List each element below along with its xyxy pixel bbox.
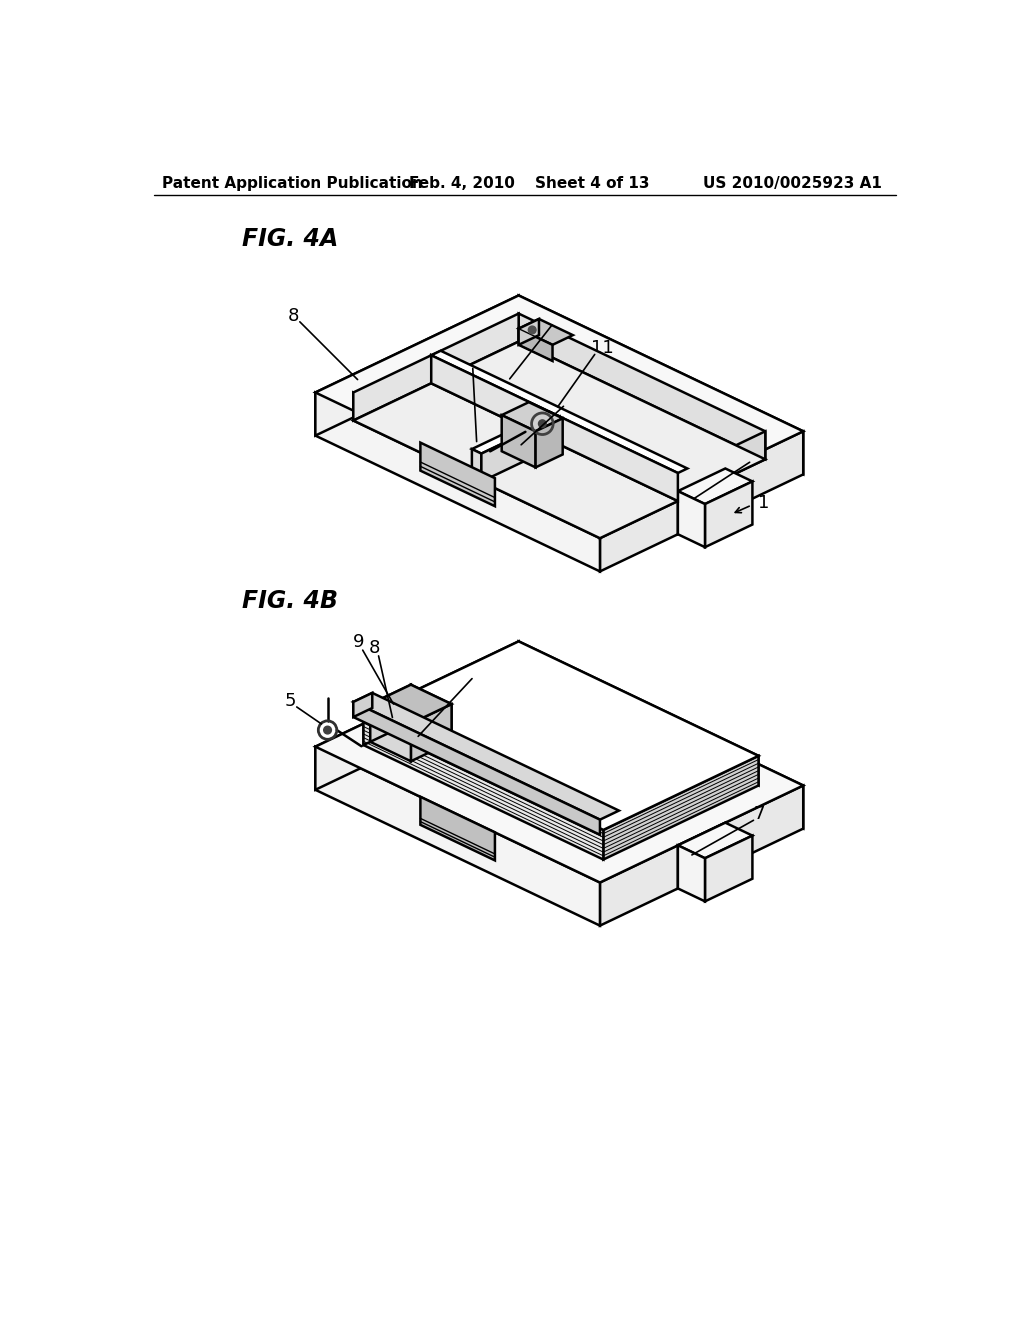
Polygon shape [678, 469, 753, 504]
Polygon shape [353, 702, 600, 834]
Circle shape [324, 726, 332, 734]
Polygon shape [472, 449, 481, 482]
Text: 8: 8 [288, 306, 299, 325]
Polygon shape [411, 685, 452, 742]
Polygon shape [353, 693, 373, 717]
Polygon shape [364, 642, 518, 744]
Polygon shape [315, 747, 600, 925]
Polygon shape [518, 319, 572, 345]
Text: 8: 8 [369, 639, 380, 657]
Polygon shape [353, 342, 765, 539]
Polygon shape [678, 845, 705, 902]
Polygon shape [502, 414, 536, 467]
Polygon shape [431, 355, 678, 502]
Polygon shape [600, 785, 803, 925]
Text: FIG. 4A: FIG. 4A [243, 227, 339, 251]
Polygon shape [536, 418, 562, 467]
Polygon shape [678, 469, 725, 535]
Polygon shape [421, 797, 495, 861]
Polygon shape [705, 482, 753, 548]
Text: Patent Application Publication: Patent Application Publication [162, 176, 423, 190]
Polygon shape [371, 685, 452, 723]
Polygon shape [502, 403, 562, 432]
Text: 11: 11 [591, 339, 613, 358]
Polygon shape [678, 822, 725, 888]
Polygon shape [600, 432, 765, 539]
Text: 9: 9 [500, 376, 512, 395]
Polygon shape [364, 642, 759, 830]
Polygon shape [481, 416, 559, 482]
Polygon shape [353, 392, 600, 539]
Polygon shape [518, 329, 553, 360]
Polygon shape [600, 432, 803, 572]
Text: Feb. 4, 2010: Feb. 4, 2010 [409, 176, 515, 190]
Polygon shape [518, 649, 803, 829]
Text: 7: 7 [754, 805, 765, 824]
Polygon shape [315, 392, 600, 572]
Polygon shape [518, 642, 759, 785]
Polygon shape [431, 355, 678, 502]
Polygon shape [518, 319, 539, 345]
Polygon shape [353, 314, 518, 421]
Text: 46: 46 [560, 391, 583, 409]
Polygon shape [315, 296, 518, 436]
Polygon shape [472, 412, 559, 454]
Circle shape [539, 420, 546, 428]
Polygon shape [353, 693, 618, 820]
Polygon shape [421, 442, 495, 506]
Text: 7: 7 [750, 449, 762, 467]
Polygon shape [518, 314, 765, 459]
Text: 47: 47 [461, 351, 484, 370]
Polygon shape [678, 491, 705, 548]
Text: FIG. 4B: FIG. 4B [243, 589, 338, 614]
Polygon shape [518, 296, 803, 474]
Polygon shape [315, 649, 803, 883]
Polygon shape [315, 296, 803, 528]
Text: 9: 9 [353, 634, 365, 652]
Text: 5: 5 [285, 692, 296, 710]
Polygon shape [371, 685, 411, 742]
Circle shape [528, 326, 536, 334]
Text: 1: 1 [758, 494, 769, 512]
Polygon shape [431, 351, 687, 473]
Polygon shape [603, 756, 759, 859]
Polygon shape [371, 704, 411, 762]
Text: Sheet 4 of 13: Sheet 4 of 13 [536, 176, 650, 190]
Polygon shape [705, 836, 753, 902]
Polygon shape [315, 649, 518, 789]
Polygon shape [411, 704, 452, 762]
Text: S1: S1 [468, 661, 492, 680]
Text: US 2010/0025923 A1: US 2010/0025923 A1 [703, 176, 883, 190]
Polygon shape [364, 715, 603, 859]
Polygon shape [678, 822, 753, 858]
